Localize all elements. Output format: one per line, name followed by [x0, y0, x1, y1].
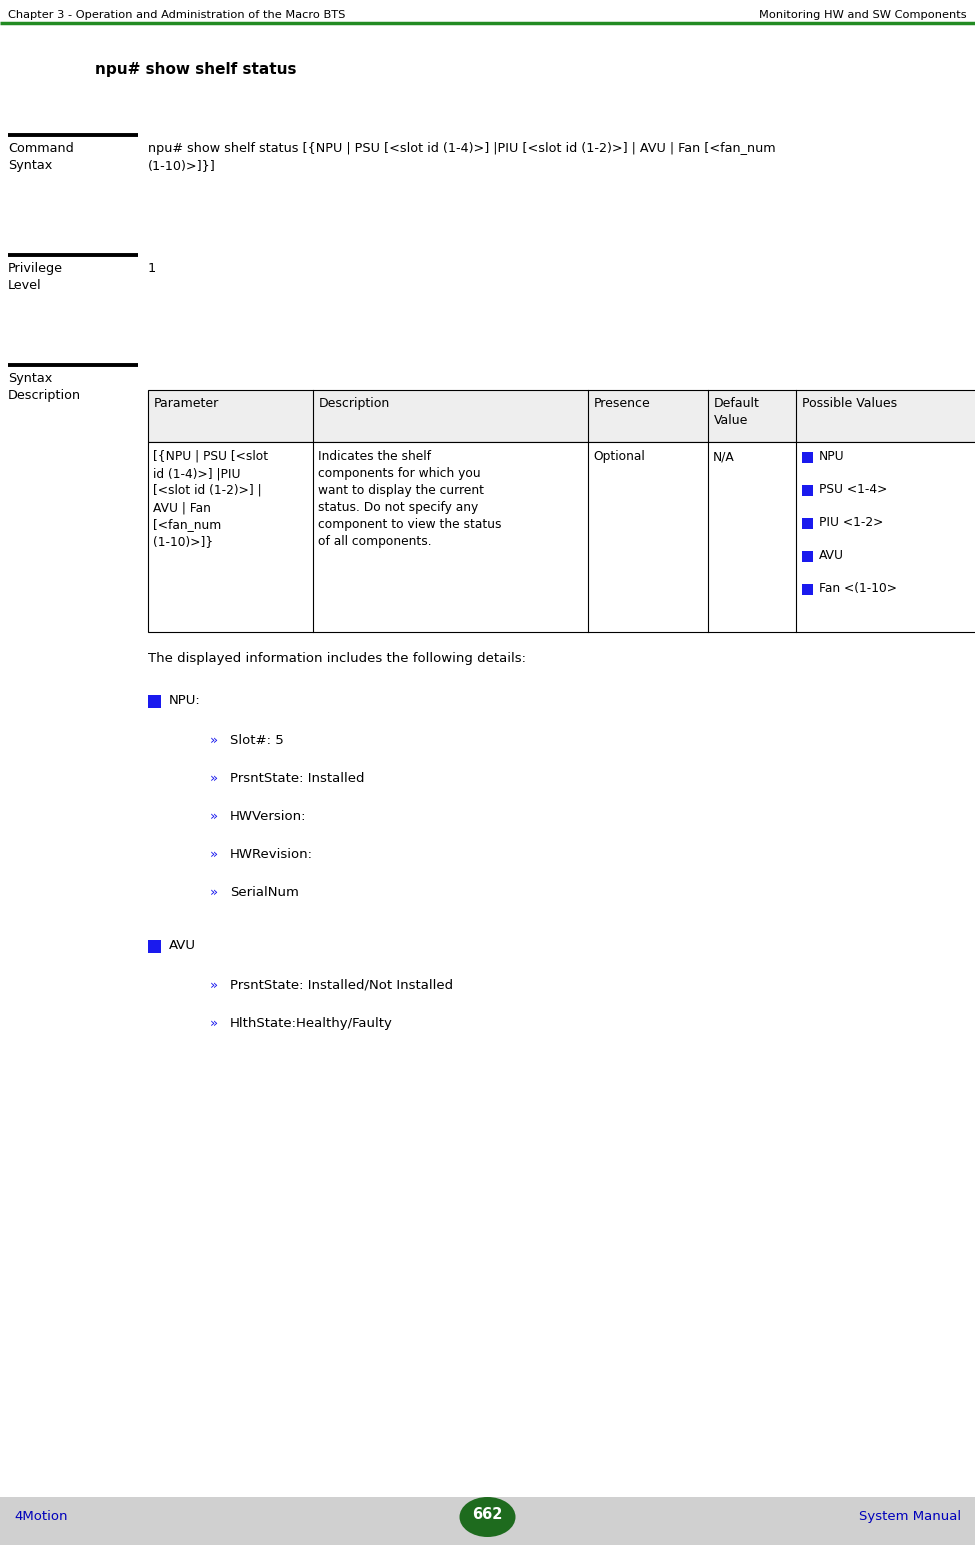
Text: PSU <1-4>: PSU <1-4>	[819, 484, 887, 496]
Text: »: »	[210, 848, 218, 861]
Text: SerialNum: SerialNum	[230, 885, 299, 899]
Bar	[148, 442, 975, 632]
Text: 1: 1	[148, 263, 156, 275]
Text: Monitoring HW and SW Components: Monitoring HW and SW Components	[760, 9, 967, 20]
Text: Command
Syntax: Command Syntax	[8, 142, 74, 171]
Text: The displayed information includes the following details:: The displayed information includes the f…	[148, 652, 526, 664]
Text: Privilege
Level: Privilege Level	[8, 263, 63, 292]
Text: HWRevision:: HWRevision:	[230, 848, 313, 861]
Bar	[148, 939, 161, 953]
Bar	[0, 1497, 975, 1545]
Text: PIU <1-2>: PIU <1-2>	[819, 516, 883, 528]
Text: »: »	[210, 980, 218, 992]
Text: Fan <(1-10>: Fan <(1-10>	[819, 582, 897, 595]
Text: NPU: NPU	[819, 450, 844, 464]
Text: Default
Value: Default Value	[714, 397, 760, 426]
Text: Possible Values: Possible Values	[802, 397, 897, 409]
Text: 662: 662	[472, 1506, 503, 1522]
Text: Slot#: 5: Slot#: 5	[230, 734, 284, 746]
Text: Optional: Optional	[593, 450, 644, 464]
Ellipse shape	[459, 1497, 516, 1537]
Text: Chapter 3 - Operation and Administration of the Macro BTS: Chapter 3 - Operation and Administration…	[8, 9, 345, 20]
Text: Description: Description	[319, 397, 390, 409]
Text: N/A: N/A	[713, 450, 735, 464]
Text: »: »	[210, 1017, 218, 1031]
Text: NPU:: NPU:	[169, 694, 201, 708]
Text: PrsntState: Installed/Not Installed: PrsntState: Installed/Not Installed	[230, 980, 453, 992]
Text: HlthState:Healthy/Faulty: HlthState:Healthy/Faulty	[230, 1017, 393, 1031]
Bar	[802, 518, 813, 528]
Bar	[802, 453, 813, 463]
Text: Syntax
Description: Syntax Description	[8, 372, 81, 402]
Text: Parameter: Parameter	[154, 397, 219, 409]
Bar	[802, 485, 813, 496]
Bar	[148, 695, 161, 708]
Text: Indicates the shelf
components for which you
want to display the current
status.: Indicates the shelf components for which…	[318, 450, 501, 548]
Text: AVU: AVU	[169, 939, 196, 952]
Text: »: »	[210, 885, 218, 899]
Bar	[802, 584, 813, 595]
Text: HWVersion:: HWVersion:	[230, 810, 306, 823]
Text: »: »	[210, 810, 218, 823]
Text: PrsntState: Installed: PrsntState: Installed	[230, 772, 365, 785]
Text: »: »	[210, 772, 218, 785]
Bar	[802, 552, 813, 562]
Text: [{NPU | PSU [<slot
id (1-4)>] |PIU
[<slot id (1-2)>] |
AVU | Fan
[<fan_num
(1-10: [{NPU | PSU [<slot id (1-4)>] |PIU [<slo…	[153, 450, 268, 548]
Text: Presence: Presence	[594, 397, 650, 409]
Bar	[148, 389, 975, 442]
Text: npu# show shelf status: npu# show shelf status	[95, 62, 296, 77]
Text: »: »	[210, 734, 218, 746]
Text: 4Motion: 4Motion	[14, 1509, 67, 1523]
Text: System Manual: System Manual	[859, 1509, 961, 1523]
Text: npu# show shelf status [{NPU | PSU [<slot id (1-4)>] |PIU [<slot id (1-2)>] | AV: npu# show shelf status [{NPU | PSU [<slo…	[148, 142, 776, 171]
Text: AVU: AVU	[819, 548, 844, 562]
